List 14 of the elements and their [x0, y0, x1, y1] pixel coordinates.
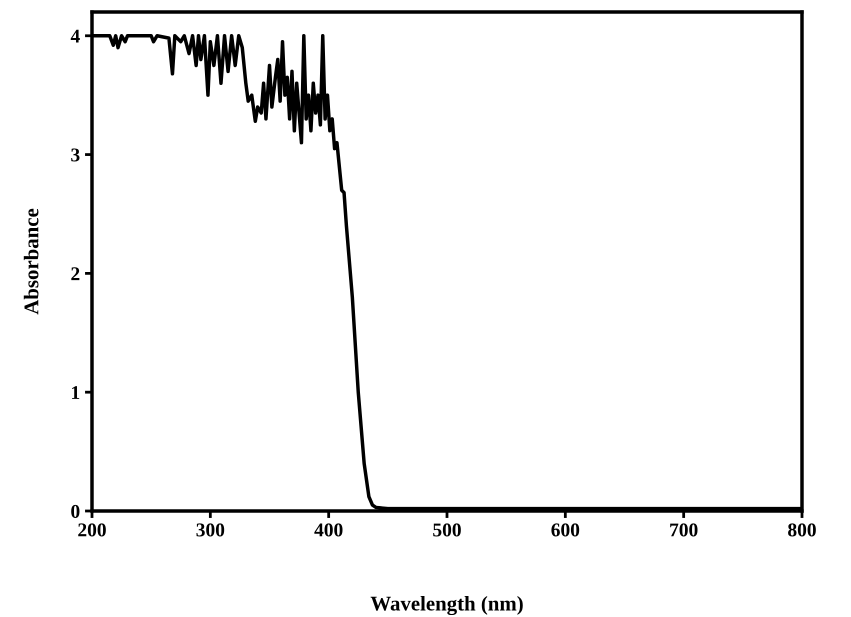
x-axis-title: Wavelength (nm) — [370, 596, 523, 616]
y-tick-label: 1 — [72, 386, 80, 399]
y-tick-label: 3 — [71, 148, 80, 162]
x-tick-label: 300 — [196, 523, 224, 536]
y-tick-label: 2 — [71, 267, 80, 280]
x-tick-label: 400 — [314, 523, 343, 536]
x-tick-label: 200 — [78, 523, 106, 536]
x-tick-label: 700 — [670, 523, 698, 536]
x-tick-label: 600 — [551, 523, 580, 536]
y-tick-label: 4 — [70, 30, 80, 43]
y-axis-title: Absorbance — [24, 208, 38, 315]
x-tick-label: 500 — [433, 523, 461, 536]
y-tick-label: 0 — [71, 504, 80, 518]
x-tick-label: 800 — [788, 523, 816, 536]
